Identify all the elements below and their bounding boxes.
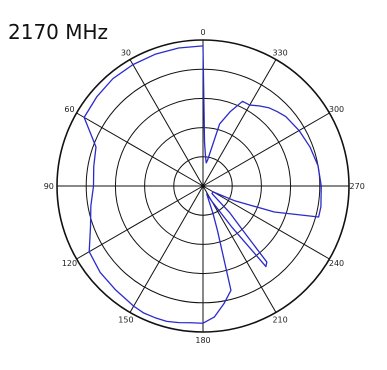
spoke-60 — [76, 112, 204, 187]
spoke-300 — [202, 112, 330, 187]
series-trace-0 — [83, 45, 322, 324]
angular-tick-labels: 0 30 60 90 120 150 180 210 240 270 300 330 — [44, 28, 365, 345]
spoke-330 — [202, 59, 277, 187]
angle-label-270: 270 — [350, 182, 365, 191]
chart-title: 2170 MHz — [8, 20, 109, 44]
polar-grid — [56, 39, 350, 333]
angle-label-30: 30 — [121, 48, 131, 57]
angle-label-180: 180 — [195, 336, 210, 345]
angle-label-120: 120 — [62, 259, 77, 268]
angle-label-210: 210 — [272, 316, 287, 325]
angle-label-60: 60 — [64, 105, 74, 114]
spoke-120 — [76, 185, 204, 260]
angle-label-0: 0 — [200, 28, 205, 37]
spoke-150 — [129, 185, 204, 313]
series-layer — [83, 45, 322, 324]
angle-label-150: 150 — [118, 316, 133, 325]
spoke-30 — [129, 59, 204, 187]
angle-label-330: 330 — [272, 48, 287, 57]
angle-label-90: 90 — [44, 182, 54, 191]
spoke-240 — [202, 185, 330, 260]
angle-label-240: 240 — [329, 259, 344, 268]
spoke-210 — [202, 185, 277, 313]
angle-label-300: 300 — [329, 105, 344, 114]
